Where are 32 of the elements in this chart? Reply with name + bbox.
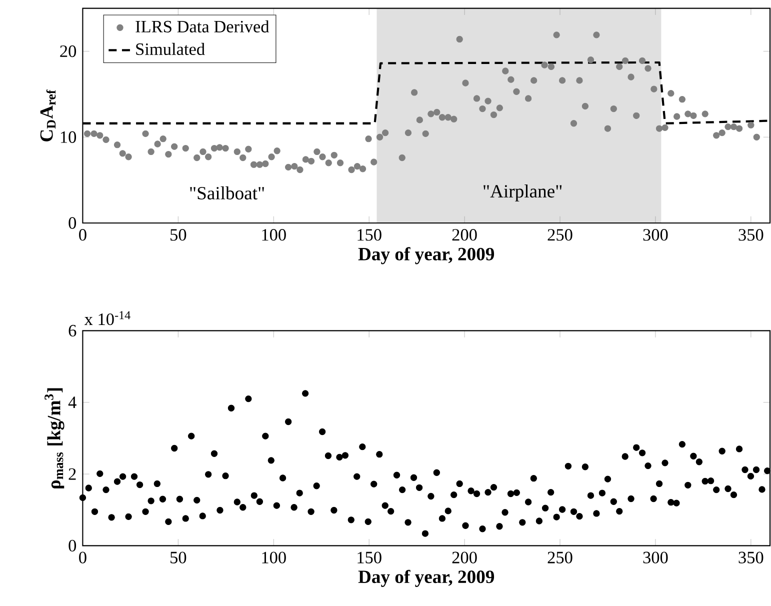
- legend-label: ILRS Data Derived: [136, 20, 270, 32]
- y-tick-label: 0: [68, 217, 76, 229]
- x-tick-label: 350: [738, 229, 764, 241]
- legend-label: Simulated: [136, 42, 205, 56]
- y-axis-title: C$_{D}$A$_{ref}$: [40, 90, 56, 142]
- text: x 10$^{-14}$: [84, 311, 130, 326]
- x-tick-label: 0: [79, 552, 86, 564]
- y-tick-label: 0: [68, 540, 76, 552]
- x-axis-title: Day of year, 2009: [358, 247, 494, 264]
- x-tick-label: 150: [358, 552, 382, 564]
- x-axis-title: Day of year, 2009: [358, 570, 494, 587]
- x-tick-label: 300: [643, 229, 668, 241]
- y-tick-label: 4: [68, 396, 76, 408]
- x-tick-label: 50: [170, 229, 186, 241]
- y-axis-title: ρ$_{mass}$ [kg/m$^{3}$]: [44, 388, 64, 488]
- annotation: "Airplane": [484, 184, 562, 202]
- x-tick-label: 150: [358, 229, 382, 241]
- x-tick-label: 0: [79, 229, 86, 241]
- x-tick-label: 200: [452, 552, 477, 564]
- x-tick-label: 350: [738, 552, 764, 564]
- y-tick-label: 6: [68, 324, 76, 337]
- y-tick-label: 20: [60, 45, 76, 58]
- annotation: "Sailboat": [190, 186, 264, 200]
- x-tick-label: 300: [643, 552, 668, 564]
- x-tick-label: 200: [452, 229, 477, 241]
- y-tick-label: 10: [60, 131, 76, 143]
- x-tick-label: 100: [262, 552, 286, 564]
- y-tick-label: 2: [68, 468, 76, 480]
- x-tick-label: 50: [170, 552, 186, 564]
- x-tick-label: 250: [548, 229, 572, 241]
- x-tick-label: 100: [262, 229, 286, 241]
- x-tick-label: 250: [548, 552, 572, 564]
